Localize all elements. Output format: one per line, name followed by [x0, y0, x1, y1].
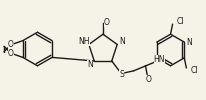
Text: O: O: [8, 40, 14, 49]
Text: HN: HN: [153, 55, 164, 64]
Text: Cl: Cl: [176, 17, 183, 26]
Text: N: N: [185, 38, 191, 47]
Text: Cl: Cl: [189, 66, 197, 75]
Text: O: O: [104, 18, 109, 27]
Text: NH: NH: [78, 37, 89, 46]
Text: O: O: [8, 49, 14, 58]
Text: N: N: [87, 60, 93, 69]
Text: N: N: [119, 37, 124, 46]
Text: S: S: [119, 70, 123, 79]
Text: O: O: [145, 75, 151, 84]
